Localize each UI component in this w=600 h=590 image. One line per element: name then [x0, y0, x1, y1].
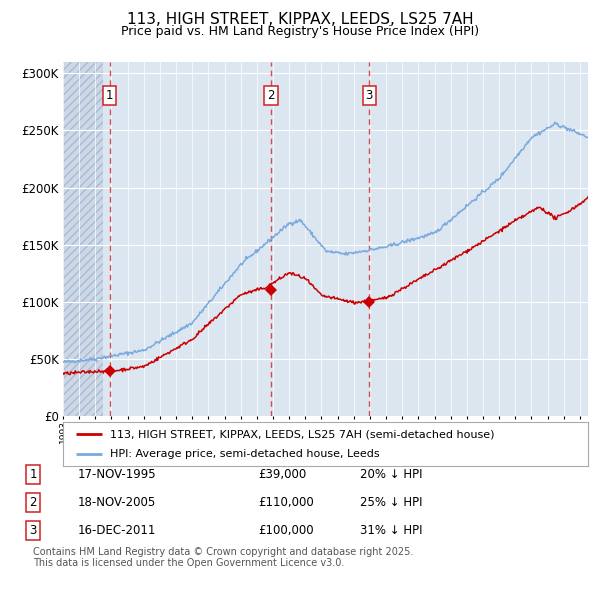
Text: 18-NOV-2005: 18-NOV-2005 [78, 496, 156, 509]
Text: This data is licensed under the Open Government Licence v3.0.: This data is licensed under the Open Gov… [33, 558, 344, 568]
Text: Price paid vs. HM Land Registry's House Price Index (HPI): Price paid vs. HM Land Registry's House … [121, 25, 479, 38]
Text: 1: 1 [106, 89, 113, 102]
Text: HPI: Average price, semi-detached house, Leeds: HPI: Average price, semi-detached house,… [110, 449, 380, 458]
Text: £100,000: £100,000 [258, 524, 314, 537]
Text: 1: 1 [29, 468, 37, 481]
Text: 25% ↓ HPI: 25% ↓ HPI [360, 496, 422, 509]
Text: 113, HIGH STREET, KIPPAX, LEEDS, LS25 7AH: 113, HIGH STREET, KIPPAX, LEEDS, LS25 7A… [127, 12, 473, 27]
Text: 17-NOV-1995: 17-NOV-1995 [78, 468, 157, 481]
Text: 16-DEC-2011: 16-DEC-2011 [78, 524, 157, 537]
Text: 31% ↓ HPI: 31% ↓ HPI [360, 524, 422, 537]
Text: 2: 2 [29, 496, 37, 509]
Text: 2: 2 [268, 89, 275, 102]
Text: 3: 3 [365, 89, 373, 102]
Text: 20% ↓ HPI: 20% ↓ HPI [360, 468, 422, 481]
Text: Contains HM Land Registry data © Crown copyright and database right 2025.: Contains HM Land Registry data © Crown c… [33, 547, 413, 557]
Text: £110,000: £110,000 [258, 496, 314, 509]
Text: £39,000: £39,000 [258, 468, 306, 481]
Bar [63, 62, 103, 416]
Text: 113, HIGH STREET, KIPPAX, LEEDS, LS25 7AH (semi-detached house): 113, HIGH STREET, KIPPAX, LEEDS, LS25 7A… [110, 430, 495, 439]
Text: 3: 3 [29, 524, 37, 537]
